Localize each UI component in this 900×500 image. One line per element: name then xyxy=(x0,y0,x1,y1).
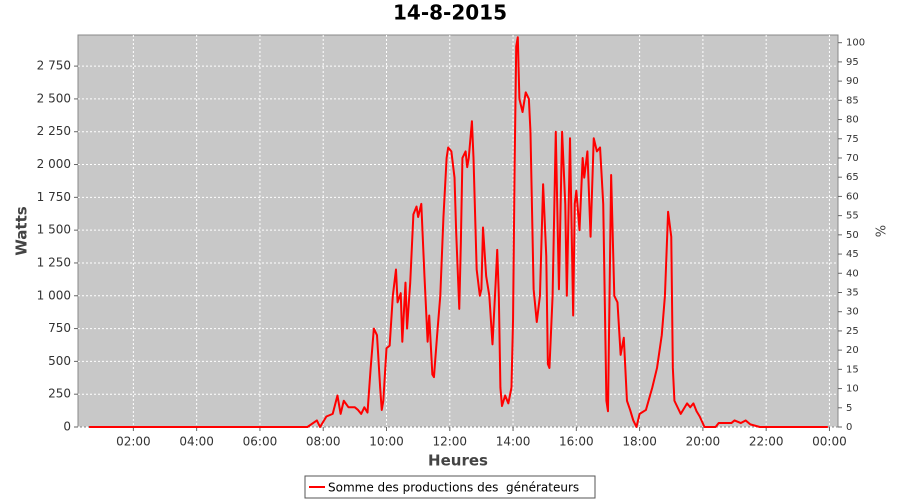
y2-tick-label: 30 xyxy=(846,307,859,318)
data-line xyxy=(89,36,828,428)
y2-tick-label: 55 xyxy=(846,211,859,222)
y2-tick-label: 20 xyxy=(846,345,859,356)
x-tick-label: 00:00 xyxy=(812,435,847,449)
y-tick-label: 2 250 xyxy=(37,124,71,138)
y2-tick-label: 10 xyxy=(846,384,859,395)
y2-tick-label: 100 xyxy=(846,38,865,49)
y2-tick-label: 35 xyxy=(846,287,859,298)
y-tick-label: 2 500 xyxy=(37,91,71,105)
x-tick-label: 14:00 xyxy=(496,435,531,449)
x-tick-label: 06:00 xyxy=(243,435,278,449)
x-tick-label: 16:00 xyxy=(559,435,594,449)
y-tick-label: 500 xyxy=(48,354,71,368)
y2-tick-label: 60 xyxy=(846,191,859,202)
x-tick-label: 08:00 xyxy=(306,435,341,449)
x-tick-label: 22:00 xyxy=(749,435,784,449)
y-tick-label: 2 750 xyxy=(37,59,71,73)
chart-title: 14-8-2015 xyxy=(393,1,507,25)
y-tick-label: 1 250 xyxy=(37,255,71,269)
legend-box xyxy=(304,475,596,499)
y2-tick-label: 40 xyxy=(846,268,859,279)
x-tick-label: 20:00 xyxy=(686,435,721,449)
y2-tick-label: 15 xyxy=(846,364,859,375)
y2-tick-label: 5 xyxy=(846,403,852,414)
y2-tick-label: 75 xyxy=(846,134,859,145)
plot-area xyxy=(77,34,839,428)
x-tick-label: 12:00 xyxy=(432,435,467,449)
y2-tick-label: 85 xyxy=(846,95,859,106)
y2-tick-label: 80 xyxy=(846,115,859,126)
y2-axis-label: % xyxy=(875,225,890,237)
x-tick-label: 04:00 xyxy=(179,435,214,449)
y-tick-label: 750 xyxy=(48,321,71,335)
x-axis-label: Heures xyxy=(428,452,488,470)
y2-tick-label: 50 xyxy=(846,230,859,241)
x-tick-label: 02:00 xyxy=(116,435,151,449)
legend: Somme des productions des générateurs xyxy=(304,475,596,499)
y2-tick-label: 70 xyxy=(846,153,859,164)
y2-tick-label: 90 xyxy=(846,76,859,87)
y2-tick-label: 45 xyxy=(846,249,859,260)
y2-tick-label: 95 xyxy=(846,57,859,68)
x-tick-label: 10:00 xyxy=(369,435,404,449)
legend-label: Somme des productions des générateurs xyxy=(328,481,579,495)
y2-tick-label: 0 xyxy=(846,422,852,433)
y-tick-label: 1 750 xyxy=(37,190,71,204)
x-tick-label: 18:00 xyxy=(622,435,657,449)
y-tick-label: 1 000 xyxy=(37,288,71,302)
y-tick-label: 0 xyxy=(63,420,71,434)
y-tick-label: 2 000 xyxy=(37,157,71,171)
y-axis-label: Watts xyxy=(13,206,31,255)
y2-tick-label: 65 xyxy=(846,172,859,183)
y-tick-label: 1 500 xyxy=(37,223,71,237)
y2-tick-label: 25 xyxy=(846,326,859,337)
y-tick-label: 250 xyxy=(48,387,71,401)
